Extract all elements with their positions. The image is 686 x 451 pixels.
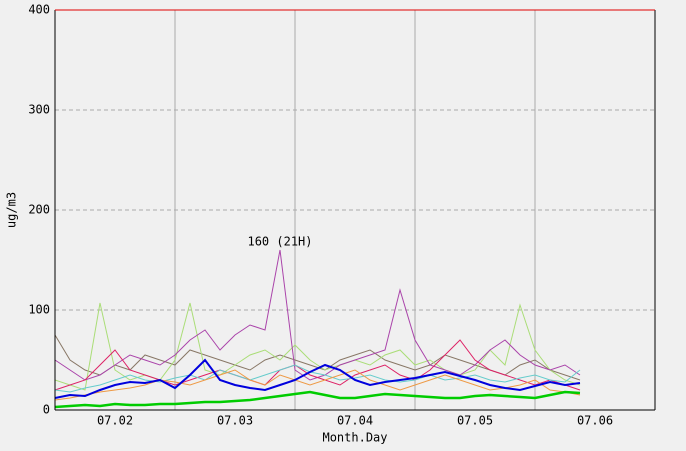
- series-line: [54, 390, 581, 409]
- x-tick-label: 07.02: [97, 414, 133, 428]
- x-tick-label: 07.04: [337, 414, 373, 428]
- series-line: [54, 339, 581, 391]
- x-tick-label: 07.06: [577, 414, 613, 428]
- annotation: 160 (21H): [247, 235, 312, 249]
- x-tick-label: 07.05: [457, 414, 493, 428]
- x-axis-label: Month.Day: [322, 431, 387, 445]
- y-tick-label: 200: [28, 203, 50, 217]
- y-tick-label: 400: [28, 3, 50, 17]
- series-line: [54, 369, 581, 401]
- series-line: [54, 364, 581, 393]
- y-tick-label: 0: [43, 403, 50, 417]
- y-axis-label: ug/m3: [5, 192, 19, 228]
- y-tick-label: 300: [28, 103, 50, 117]
- y-tick-label: 100: [28, 303, 50, 317]
- series-line: [54, 358, 581, 399]
- x-tick-label: 07.03: [217, 414, 253, 428]
- series-line: [54, 302, 581, 391]
